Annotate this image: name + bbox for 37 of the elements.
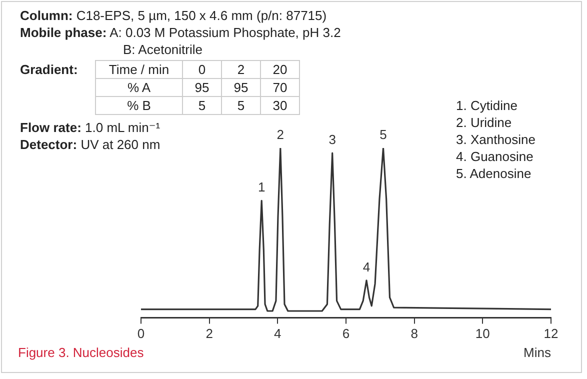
text: 70 [260, 78, 300, 96]
annotation: 2 [276, 127, 284, 142]
text: 0 [182, 60, 222, 78]
x-tick-label: 0 [137, 326, 145, 342]
annotation: 1 [258, 180, 266, 195]
x-tick-label: 4 [274, 326, 282, 342]
text: % A [96, 78, 182, 96]
annotation: 5 [380, 127, 387, 142]
text: 2 [222, 60, 260, 78]
annotation: 4 [362, 260, 370, 275]
x-tick-label: 2 [206, 326, 213, 342]
text: Column: C18-EPS, 5 µm, 150 x 4.6 mm (p/n: 87715) [20, 8, 327, 23]
x-axis-title: Mins [524, 344, 552, 360]
text: 95 [222, 78, 260, 96]
text: 3. Xanthosine [456, 132, 536, 147]
x-tick-label: 12 [544, 326, 558, 342]
text: B: Acetonitrile [123, 42, 202, 57]
caption: Figure 3. Nucleosides [18, 345, 144, 360]
annotation: 4. Guanosine [456, 149, 534, 164]
text: Gradient: [20, 62, 78, 77]
text: 5 [222, 96, 260, 114]
text: 1. Cytidine [456, 98, 518, 113]
text: 2. Uridine [456, 115, 512, 130]
annotation: 5. Adenosine [456, 166, 532, 181]
annotation: 3 [328, 132, 336, 148]
x-tick-label: 10 [475, 326, 490, 342]
text: 20 [260, 60, 300, 78]
text: Mobile phase: A: 0.03 M Potassium Phosphate, pH 3.2 [20, 25, 341, 40]
annotation: Detector: UV at 260 nm [20, 137, 160, 152]
text: 5 [182, 96, 222, 114]
text: Time / min [96, 60, 182, 78]
text: 30 [260, 96, 300, 114]
x-tick-label: 6 [342, 326, 350, 342]
text: Flow rate: 1.0 mL min⁻¹ [20, 120, 160, 135]
x-tick-label: 8 [410, 326, 418, 342]
text: 95 [182, 78, 222, 96]
text: % B [96, 96, 182, 114]
